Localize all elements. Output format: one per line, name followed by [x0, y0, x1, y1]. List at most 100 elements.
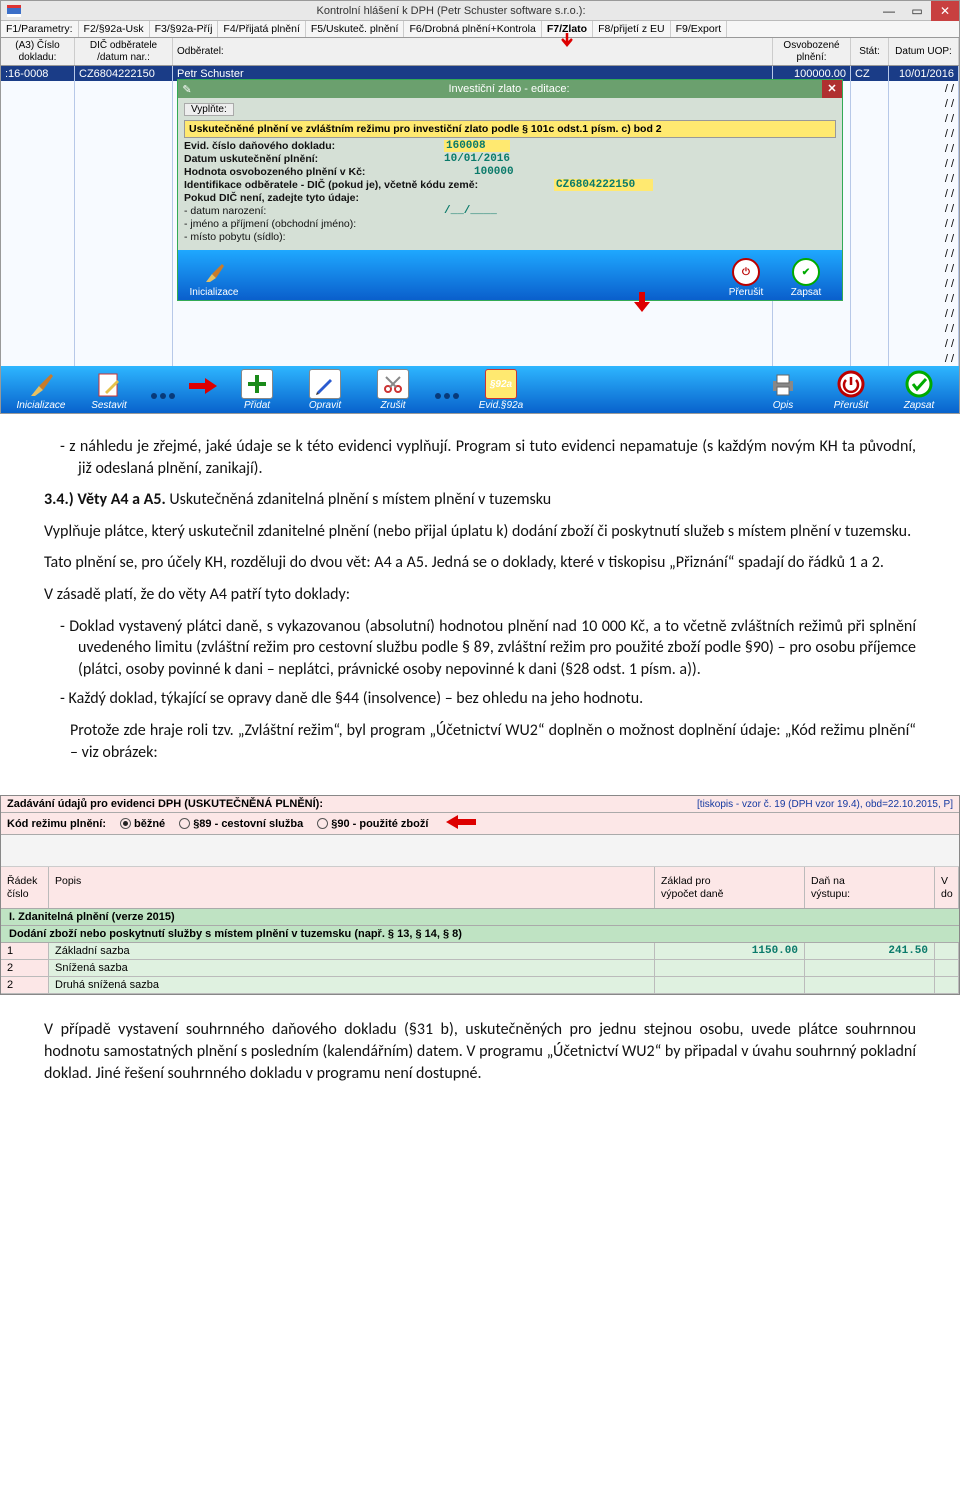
- toolbar-s92-label: Evid.§92a: [479, 400, 523, 411]
- arrow-down-red-icon: [634, 292, 650, 315]
- tab-f4[interactable]: F4/Přijatá plnění: [218, 21, 305, 37]
- doc-h34b: Uskutečněná zdanitelná plnění s místem p…: [166, 490, 551, 509]
- cell-empty-date: / /: [889, 321, 959, 336]
- tab-f7[interactable]: F7/Zlato: [542, 21, 593, 37]
- cell-dan[interactable]: [805, 977, 935, 993]
- doc-p4: V zásadě platí, že do věty A4 patří tyto…: [44, 584, 916, 606]
- amount-label: Hodnota osvobozeného plnění v Kč:: [184, 166, 444, 178]
- toolbar-print-label: Opis: [773, 400, 794, 411]
- radio-icon: [120, 818, 131, 829]
- dph-title: Zadávání údajů pro evidenci DPH (USKUTEČ…: [7, 798, 323, 810]
- cell-row-no: 2: [1, 960, 49, 976]
- dialog-headline: Uskutečněné plnění ve zvláštním režimu p…: [184, 120, 836, 138]
- check-icon: ✔: [792, 258, 820, 286]
- dialog-save-label: Zapsat: [791, 287, 822, 298]
- pencil-icon: [309, 369, 341, 399]
- cell-empty-date: / /: [889, 351, 959, 366]
- toolbar-init-button[interactable]: Inicializace: [7, 369, 75, 411]
- toolbar-print-button[interactable]: Opis: [749, 369, 817, 411]
- toolbar-edit-label: Opravit: [309, 400, 341, 411]
- document-body: z náhledu je zřejmé, jaké údaje se k tét…: [0, 414, 960, 795]
- id-label: Identifikace odběratele - DIČ (pokud je)…: [184, 179, 554, 191]
- evid-value[interactable]: 160008: [444, 140, 510, 152]
- date-value[interactable]: 10/01/2016: [444, 153, 836, 165]
- col-zaklad: Základ pro výpočet daně: [655, 867, 805, 908]
- dph-header: Zadávání údajů pro evidenci DPH (USKUTEČ…: [1, 796, 959, 813]
- col-dic: DIČ odběratele /datum nar.:: [75, 38, 173, 65]
- cell-dan[interactable]: 241.50: [805, 943, 935, 959]
- dph-row[interactable]: 1Základní sazba1150.00241.50: [1, 943, 959, 960]
- regime-opt-bezne[interactable]: běžné: [120, 818, 165, 830]
- dialog-init-label: Inicializace: [190, 287, 239, 298]
- dialog-init-button[interactable]: Inicializace: [184, 258, 244, 298]
- col-date: Datum UOP:: [889, 38, 959, 65]
- toolbar-s92-button[interactable]: §92a Evid.§92a: [467, 369, 535, 411]
- addr-label: - místo pobytu (sídlo):: [184, 231, 444, 243]
- tab-f5[interactable]: F5/Uskuteč. plnění: [306, 21, 405, 37]
- minimize-button[interactable]: —: [875, 1, 903, 21]
- col-customer: Odběratel:: [173, 38, 773, 65]
- arrow-down-icon: [560, 33, 574, 49]
- toolbar-dots-2: [435, 393, 459, 399]
- maximize-button[interactable]: ▭: [903, 1, 931, 21]
- dialog-save-button[interactable]: ✔ Zapsat: [776, 258, 836, 298]
- amount-value[interactable]: 100000: [444, 166, 836, 178]
- arrow-left-red-icon: [446, 815, 476, 832]
- dialog-close-button[interactable]: ✕: [822, 80, 842, 98]
- dph-row[interactable]: 2Snížená sazba: [1, 960, 959, 977]
- doc-p6: V případě vystavení souhrnného daňového …: [44, 1019, 916, 1084]
- toolbar-save-label: Zapsat: [904, 400, 935, 411]
- nodic-label: Pokud DIČ není, zadejte tyto údaje:: [184, 192, 444, 204]
- tab-f2[interactable]: F2/§92a-Usk: [79, 21, 150, 37]
- cell-zaklad[interactable]: 1150.00: [655, 943, 805, 959]
- toolbar-build-button[interactable]: Sestavit: [75, 369, 143, 411]
- tab-f9[interactable]: F9/Export: [671, 21, 728, 37]
- cell-popis: Základní sazba: [49, 943, 655, 959]
- toolbar-build-label: Sestavit: [91, 400, 127, 411]
- tab-f8[interactable]: F8/přijetí z EU: [593, 21, 671, 37]
- app-window: Kontrolní hlášení k DPH (Petr Schuster s…: [0, 0, 960, 414]
- toolbar-save-button[interactable]: Zapsat: [885, 369, 953, 411]
- close-button[interactable]: ✕: [931, 1, 959, 21]
- dph-info: [tiskopis - vzor č. 19 (DPH vzor 19.4), …: [697, 799, 953, 810]
- toolbar-edit-button[interactable]: Opravit: [291, 369, 359, 411]
- regime-opt-89[interactable]: §89 - cestovní služba: [179, 818, 303, 830]
- cell-zaklad[interactable]: [655, 960, 805, 976]
- cell-state: CZ: [851, 66, 889, 81]
- power-red-icon: [835, 369, 867, 399]
- tab-f6[interactable]: F6/Drobná plnění+Kontrola: [404, 21, 541, 37]
- dialog-cancel-label: Přerušit: [729, 287, 763, 298]
- main-toolbar: Inicializace Sestavit Přidat Opravit Zru…: [1, 366, 959, 413]
- cell-vdo: [935, 960, 959, 976]
- name-label: - jméno a příjmení (obchodní jméno):: [184, 218, 444, 230]
- dph-row[interactable]: 2Druhá snížená sazba: [1, 977, 959, 994]
- radio-icon: [179, 818, 190, 829]
- toolbar-delete-button[interactable]: Zrušit: [359, 369, 427, 411]
- col-amount: Osvobozené plnění:: [773, 38, 851, 65]
- document-pencil-icon: [93, 369, 125, 399]
- dph-section-1: I. Zdanitelná plnění (verze 2015): [1, 909, 959, 926]
- col-state: Stát:: [851, 38, 889, 65]
- regime-row: Kód režimu plnění: běžné §89 - cestovní …: [1, 813, 959, 835]
- cell-dic: CZ6804222150: [75, 66, 173, 81]
- radio-icon: [317, 818, 328, 829]
- toolbar-add-button[interactable]: Přidat: [223, 369, 291, 411]
- dialog-cancel-button[interactable]: ⏻ Přerušit: [716, 258, 776, 298]
- tab-f1[interactable]: F1/Parametry:: [1, 21, 79, 37]
- cell-zaklad[interactable]: [655, 977, 805, 993]
- birth-label: - datum narození:: [184, 205, 444, 217]
- cell-popis: Snížená sazba: [49, 960, 655, 976]
- cell-date: 10/01/2016: [889, 66, 959, 81]
- regime-opt-90[interactable]: §90 - použité zboží: [317, 818, 428, 830]
- document-body-2: V případě vystavení souhrnného daňového …: [0, 995, 960, 1116]
- id-value[interactable]: CZ6804222150: [554, 179, 653, 191]
- tab-f3[interactable]: F3/§92a-Příj: [150, 21, 219, 37]
- cell-doc-no: :16-0008: [1, 66, 75, 81]
- cell-dan[interactable]: [805, 960, 935, 976]
- toolbar-cancel-button[interactable]: Přerušit: [817, 369, 885, 411]
- fill-label: Vyplňte:: [184, 103, 234, 116]
- birth-value[interactable]: /__/____: [444, 205, 836, 217]
- check-green-icon: [903, 369, 935, 399]
- col-dan: Daň na výstupu:: [805, 867, 935, 908]
- grid-row-empty: / /: [1, 321, 959, 336]
